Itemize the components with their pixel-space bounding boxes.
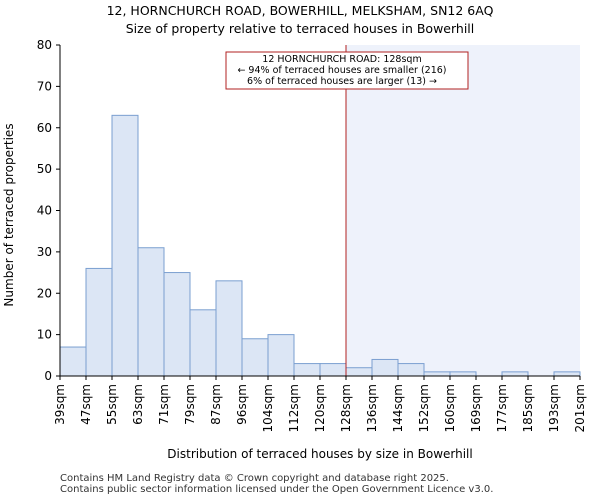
annotation-line-3: 6% of terraced houses are larger (13) →	[247, 76, 437, 87]
y-tick-label: 50	[37, 162, 52, 176]
bar-160sqm	[449, 371, 477, 377]
bar-79sqm	[189, 309, 217, 377]
x-tick-label: 55sqm	[105, 384, 119, 425]
chart-subtitle: Size of property relative to terraced ho…	[125, 21, 475, 36]
x-tick-label: 169sqm	[469, 384, 483, 432]
annotation-line-1: 12 HORNCHURCH ROAD: 128sqm	[262, 54, 421, 65]
x-tick-label: 104sqm	[261, 384, 275, 432]
x-tick-label: 201sqm	[573, 384, 587, 432]
x-tick-label: 71sqm	[157, 384, 171, 425]
bar-177sqm	[501, 371, 529, 377]
bar-55sqm	[111, 114, 139, 377]
x-tick-label: 177sqm	[495, 384, 509, 432]
bar-47sqm	[85, 267, 113, 377]
bar-193sqm	[553, 371, 581, 377]
bar-144sqm	[397, 363, 425, 377]
x-tick-label: 136sqm	[365, 384, 379, 432]
x-axis-label: Distribution of terraced houses by size …	[167, 447, 472, 461]
y-tick-label: 40	[37, 204, 52, 218]
x-tick-label: 128sqm	[339, 384, 353, 432]
annotation-line-2: ← 94% of terraced houses are smaller (21…	[237, 65, 446, 76]
chart-title: 12, HORNCHURCH ROAD, BOWERHILL, MELKSHAM…	[106, 3, 494, 18]
larger-properties-highlight	[346, 45, 580, 376]
y-tick-label: 70	[37, 79, 52, 93]
x-tick-label: 47sqm	[79, 384, 93, 425]
x-tick-label: 193sqm	[547, 384, 561, 432]
bar-120sqm	[319, 363, 347, 377]
y-tick-label: 20	[37, 286, 52, 300]
bar-104sqm	[267, 334, 295, 377]
y-tick-label: 60	[37, 121, 52, 135]
footer-line-1: Contains HM Land Registry data © Crown c…	[60, 473, 449, 484]
annotation-box: 12 HORNCHURCH ROAD: 128sqm ← 94% of terr…	[225, 51, 469, 90]
bar-128sqm	[345, 367, 373, 377]
y-tick-label: 80	[37, 38, 52, 52]
x-tick-label: 96sqm	[235, 384, 249, 425]
y-axis-label: Number of terraced properties	[2, 123, 16, 306]
bar-87sqm	[215, 280, 243, 377]
bar-39sqm	[59, 346, 87, 377]
bar-63sqm	[137, 247, 165, 377]
x-tick-label: 63sqm	[131, 384, 145, 425]
bar-112sqm	[293, 363, 321, 377]
x-tick-label: 185sqm	[521, 384, 535, 432]
x-tick-label: 152sqm	[417, 384, 431, 432]
bar-152sqm	[423, 371, 451, 377]
x-tick-label: 144sqm	[391, 384, 405, 432]
y-tick-label: 30	[37, 245, 52, 259]
x-tick-label: 79sqm	[183, 384, 197, 425]
x-tick-label: 87sqm	[209, 384, 223, 425]
y-tick-label: 0	[44, 369, 52, 383]
x-tick-label: 39sqm	[53, 384, 67, 425]
bar-96sqm	[241, 338, 269, 377]
bar-136sqm	[371, 358, 399, 377]
bar-71sqm	[163, 272, 191, 377]
x-tick-label: 112sqm	[287, 384, 301, 432]
x-tick-label: 120sqm	[313, 384, 327, 432]
y-tick-label: 10	[37, 328, 52, 342]
x-tick-label: 160sqm	[443, 384, 457, 432]
footer-line-2: Contains public sector information licen…	[60, 484, 494, 495]
